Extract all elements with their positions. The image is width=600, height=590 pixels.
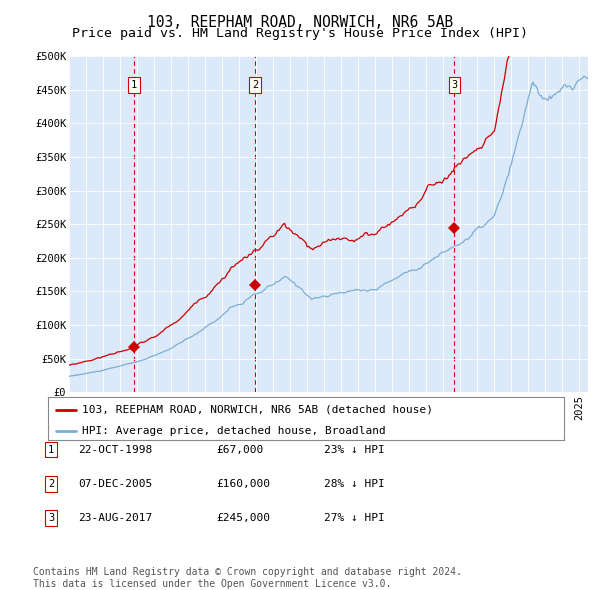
Text: £245,000: £245,000 — [216, 513, 270, 523]
Text: 2: 2 — [48, 479, 54, 489]
Text: Contains HM Land Registry data © Crown copyright and database right 2024.
This d: Contains HM Land Registry data © Crown c… — [33, 567, 462, 589]
Text: HPI: Average price, detached house, Broadland: HPI: Average price, detached house, Broa… — [82, 426, 385, 436]
Text: £160,000: £160,000 — [216, 479, 270, 489]
Text: Price paid vs. HM Land Registry's House Price Index (HPI): Price paid vs. HM Land Registry's House … — [72, 27, 528, 40]
Text: 23-AUG-2017: 23-AUG-2017 — [78, 513, 152, 523]
Text: 22-OCT-1998: 22-OCT-1998 — [78, 445, 152, 454]
Text: £67,000: £67,000 — [216, 445, 263, 454]
Text: 1: 1 — [131, 80, 137, 90]
Text: 103, REEPHAM ROAD, NORWICH, NR6 5AB (detached house): 103, REEPHAM ROAD, NORWICH, NR6 5AB (det… — [82, 405, 433, 415]
Text: 3: 3 — [451, 80, 457, 90]
Text: 07-DEC-2005: 07-DEC-2005 — [78, 479, 152, 489]
Text: 27% ↓ HPI: 27% ↓ HPI — [324, 513, 385, 523]
Text: 103, REEPHAM ROAD, NORWICH, NR6 5AB: 103, REEPHAM ROAD, NORWICH, NR6 5AB — [147, 15, 453, 30]
Text: 23% ↓ HPI: 23% ↓ HPI — [324, 445, 385, 454]
Text: 28% ↓ HPI: 28% ↓ HPI — [324, 479, 385, 489]
Text: 2: 2 — [252, 80, 258, 90]
Text: 1: 1 — [48, 445, 54, 454]
Text: 3: 3 — [48, 513, 54, 523]
